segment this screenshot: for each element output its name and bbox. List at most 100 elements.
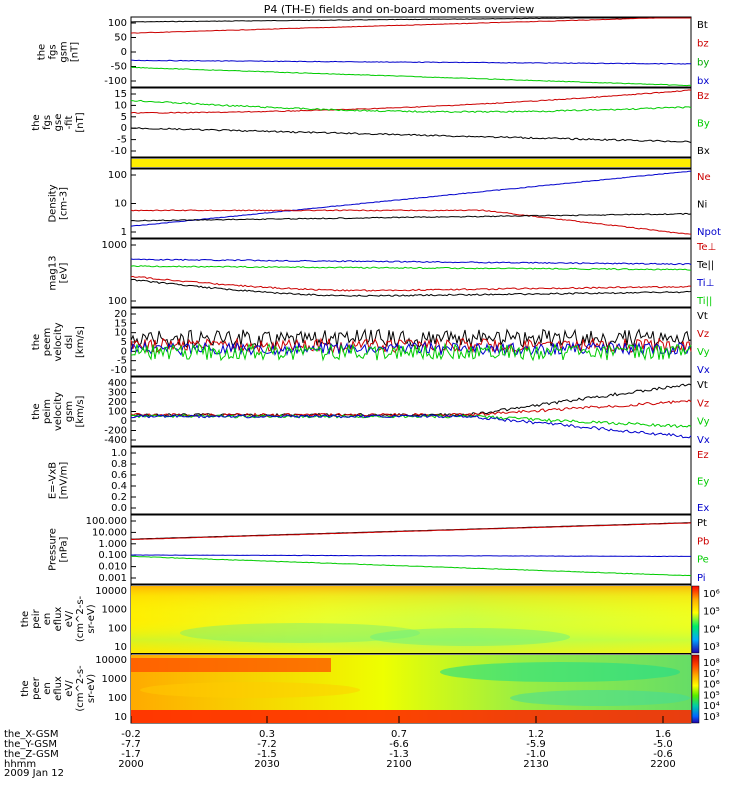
series-Vt [130,328,692,350]
panel-fgs1: 100 50 0 -50 -100 the fgs gsm [nT] Bt bz by bx [37,16,709,88]
legend-by: by [697,57,709,68]
y-tick-label: 0.2 [111,492,127,503]
y-tick-label: 100 [108,693,127,704]
y-tick-label: 0.100 [98,550,127,561]
legend-Pe: Pe [697,555,709,566]
series-Ni [130,212,692,222]
series-Pe [130,555,692,577]
svg-text:[km/s]: [km/s] [75,326,86,358]
x-tick-label: 2200 [650,759,675,770]
legend-Vt: Vt [697,311,708,322]
svg-text:fgs: fgs [42,115,53,130]
series-Te|| [130,278,692,297]
legend-Pt: Pt [697,518,707,529]
series-Vt [130,383,692,418]
legend-Te⊥: Te⊥ [696,242,716,253]
panel-frame [130,238,692,308]
panel-frame [130,87,692,158]
y-axis-label: Density [cm-3] [48,184,70,222]
y-tick-label: 1000 [102,605,127,616]
y-tick-label: -5 [117,135,127,146]
x-tick-label: -1.3 [389,749,409,760]
y-tick-label: 300 [108,388,127,399]
y-axis-label: the peer en eflux eV/(cm^2-s-sr-eV) [20,665,97,712]
y-tick-label: 10 [114,712,127,723]
ion-spectrogram [131,586,691,653]
legend-By: By [697,119,710,130]
y-tick-label: -5 [117,356,127,367]
y-tick-label: 100.000 [86,516,127,527]
y-tick-label: 1000 [102,674,127,685]
legend-Ti⊥: Ti⊥ [696,278,714,289]
series-By [130,99,692,114]
series-Vz [130,399,692,418]
svg-text:the: the [20,611,31,627]
panel-efield: 1.00.80.60.40.20.0 E=-VxB [mV/m] Ez Ey Ex [48,446,709,515]
series-bz [130,17,691,34]
x-tick-label: -1.5 [257,749,277,760]
legend-Ti||: Ti|| [696,296,712,307]
colorbar-label: 10⁵ [703,690,720,701]
series-Ne [130,209,692,235]
y-tick-label: 0.0 [111,503,127,514]
y-tick-label: 200 [108,397,127,408]
y-tick-label: 100 [108,296,127,307]
y-tick-label: -400 [104,435,127,446]
y-tick-label: 400 [108,378,127,389]
svg-text:(cm^2-s-: (cm^2-s- [75,595,86,642]
svg-text:peer: peer [31,676,42,700]
svg-text:the: the [37,44,48,60]
legend-Pi: Pi [697,573,706,584]
svg-text:(cm^2-s-: (cm^2-s- [75,665,86,712]
x-tick-label: -5.0 [653,739,673,750]
y-axis-label: E=-VxB [mV/m] [48,462,70,500]
legend-Ex: Ex [697,503,709,514]
colorbar-label: 10⁴ [703,701,720,712]
panel-density: 100 10 1 Density [cm-3] Ne Ni Npot [48,168,721,239]
y-tick-label: 100 [108,18,127,29]
legend-Bz: Bz [697,91,709,102]
y-tick-label: -200 [104,426,127,437]
series-Pi [130,554,691,558]
svg-text:mag13: mag13 [48,256,59,291]
series-Ti|| [130,265,691,271]
legend-Vx: Vx [697,435,710,446]
svg-text:sr-eV): sr-eV) [86,604,97,633]
y-tick-label: -100 [104,76,127,87]
x-tick-label: 0.3 [259,729,275,740]
y-tick-label: 0 [121,47,127,58]
colorbar-label: 10⁷ [703,669,720,680]
colorbar-label: 10³ [703,642,720,653]
svg-text:dsl: dsl [64,335,75,349]
svg-text:the: the [20,680,31,696]
svg-text:peem: peem [42,328,53,356]
x-tick-label: 2000 [118,759,143,770]
colorbar-label: 10⁴ [703,624,720,635]
y-tick-label: 100 [108,623,127,634]
y-tick-label: 0.4 [111,481,127,492]
y-tick-label: 1.0 [111,448,127,459]
y-tick-label: 1000 [102,240,127,251]
svg-text:[nT]: [nT] [70,42,81,62]
legend-bx: bx [697,76,709,87]
series-Bx [130,127,692,144]
y-tick-label: 10.000 [92,527,127,538]
legend-Bt: Bt [697,20,708,31]
svg-text:velocity: velocity [53,392,64,431]
y-tick-label: 10 [114,100,127,111]
x-tick-label: -1.7 [121,749,141,760]
svg-text:gse: gse [53,114,64,132]
x-tick-label: 1.2 [528,729,544,740]
svg-text:the: the [31,334,42,350]
svg-text:eflux: eflux [53,607,64,632]
ion-colorbar [691,585,700,654]
svg-text:fgs: fgs [48,44,59,59]
y-tick-label: 1 [121,227,127,238]
svg-text:[mV/m]: [mV/m] [59,462,70,500]
svg-text:the: the [31,403,42,419]
colorbar-label: 10⁶ [703,589,720,600]
svg-text:[nT]: [nT] [75,112,86,132]
